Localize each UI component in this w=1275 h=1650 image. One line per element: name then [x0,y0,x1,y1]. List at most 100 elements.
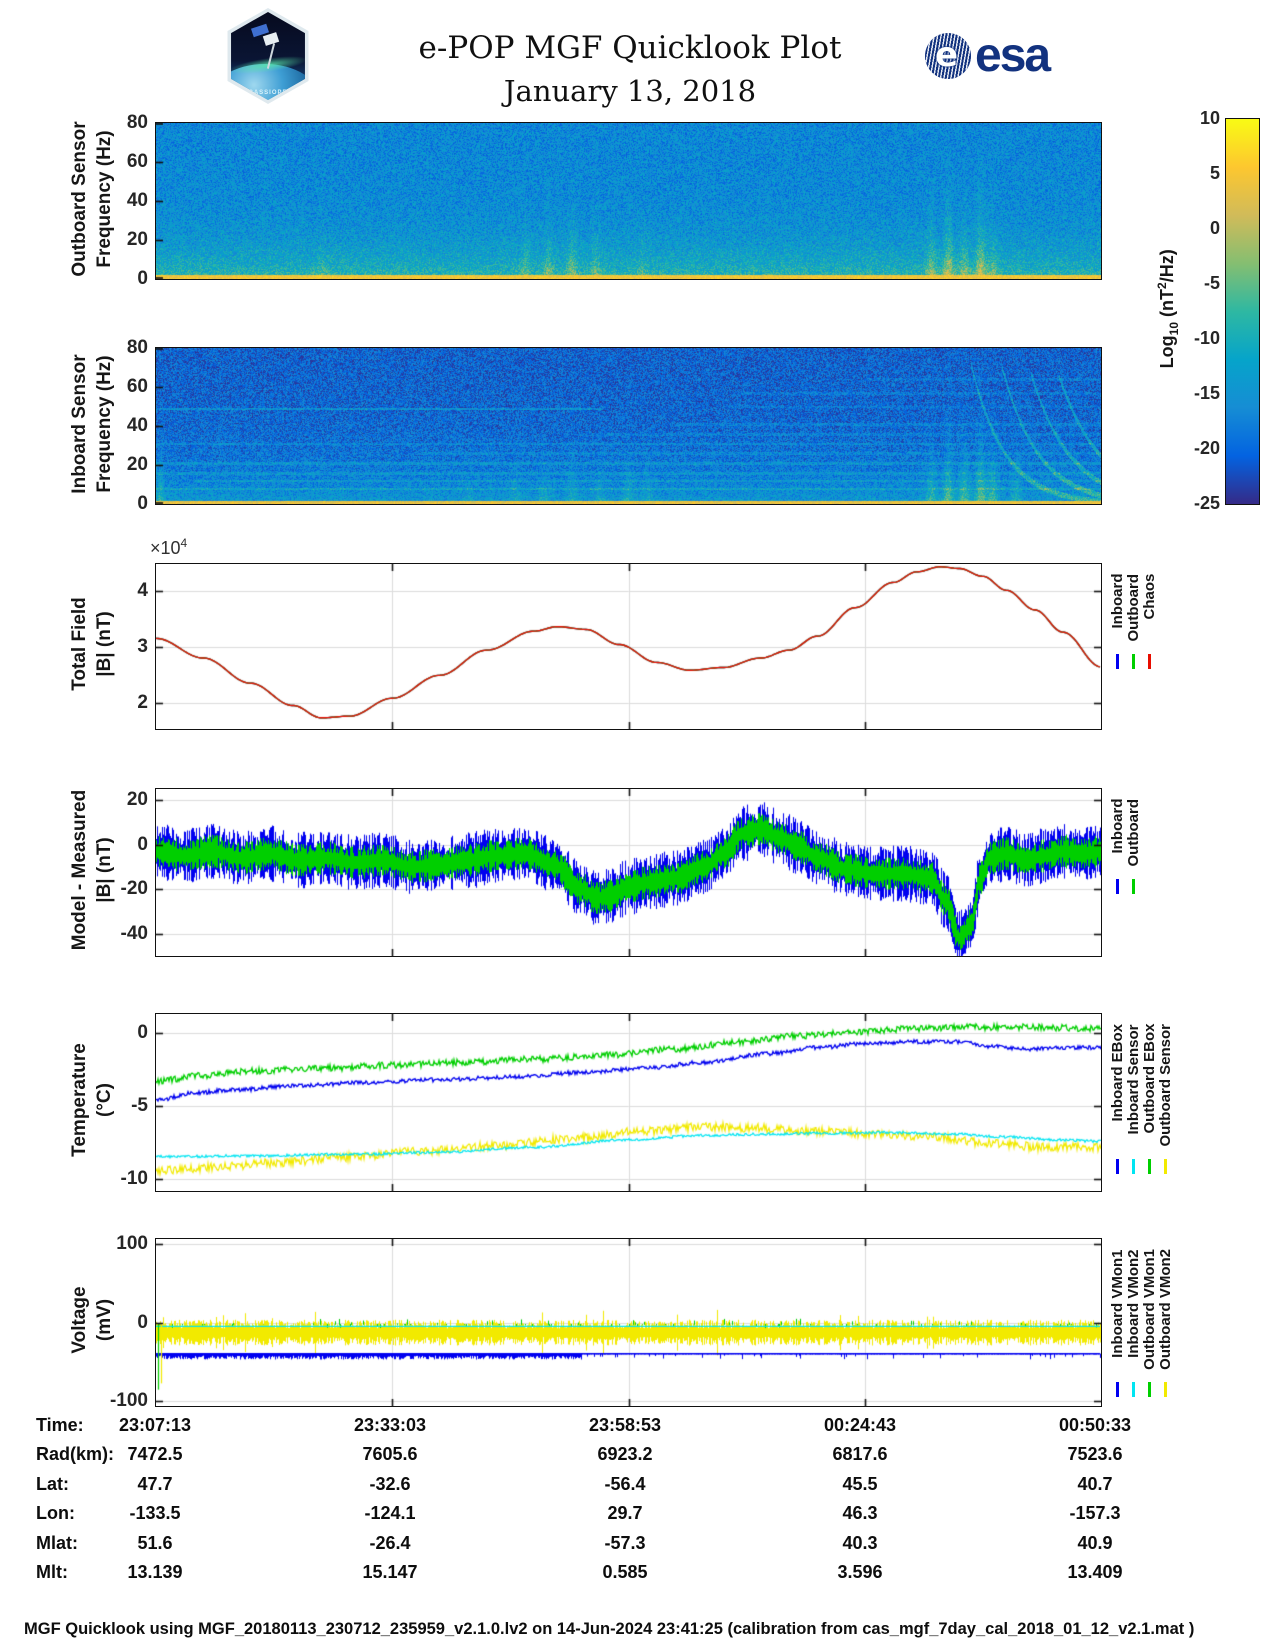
spectrogram-colorbar [1225,118,1260,505]
ephemeris-value: 13.409 [1067,1562,1122,1583]
colorbar-label: Log10 (nT2/Hz) [1155,159,1181,459]
legend-label: Chaos [1141,574,1157,642]
ephemeris-value: 7605.6 [362,1444,417,1465]
patch-label: CASSIOPE [226,90,310,96]
ephemeris-value: 23:33:03 [354,1415,426,1436]
mgf-quicklook-figure: CASSIOPE e-POP MGF Quicklook Plot Januar… [0,0,1275,1650]
ephemeris-row: Mlat: 51.6 -26.4 -57.3 40.3 40.9 [0,1533,1275,1562]
legend-swatch [1116,1159,1119,1174]
ephemeris-value: 6817.6 [832,1444,887,1465]
esa-globe-icon: e [925,33,971,79]
ephemeris-value: 40.7 [1077,1474,1112,1495]
panel-legend: Inboard Outboard [1109,799,1141,894]
ephemeris-value: 23:07:13 [119,1415,191,1436]
legend-label: Outboard VMon2 [1157,1249,1173,1370]
legend-label: Outboard [1125,799,1141,867]
ephemeris-value: 45.5 [842,1474,877,1495]
ephemeris-value: -133.5 [129,1503,180,1524]
total-field-panel: 2 3 4 Inboard Outboard Chaos [155,563,1102,730]
footer-provenance-text: MGF Quicklook using MGF_20180113_230712_… [24,1620,1194,1639]
colorbar-tick-label: 0 [1180,218,1220,238]
ephemeris-value: 23:58:53 [589,1415,661,1436]
legend-label: Inboard Sensor [1125,1024,1141,1147]
model-minus-measured-panel: -40 -20 0 20 Inboard Outboard [155,788,1102,957]
ephemeris-value: -57.3 [604,1533,645,1554]
ephemeris-row: Mlt: 13.139 15.147 0.585 3.596 13.409 [0,1562,1275,1591]
colorbar-tick-label: -10 [1180,328,1220,348]
ephemeris-row: Rad(km): 7472.5 7605.6 6923.2 6817.6 7523.6 [0,1444,1275,1473]
ephemeris-value: 7472.5 [127,1444,182,1465]
legend-swatch [1164,1159,1167,1174]
ephemeris-value: 40.9 [1077,1533,1112,1554]
ephemeris-row-label: Mlat: [36,1533,78,1554]
legend-label: Outboard [1125,574,1141,642]
ephemeris-value: 29.7 [607,1503,642,1524]
colorbar-tick-label: 10 [1180,108,1220,128]
page-title: e-POP MGF Quicklook Plot [300,30,960,66]
ephemeris-row-label: Time: [36,1415,84,1436]
panel-legend: Inboard EBox Inboard Sensor Outboard EBox O… [1109,1024,1173,1174]
model-minus-measured-canvas [156,789,1101,956]
ephemeris-value: 15.147 [362,1562,417,1583]
colorbar-tick-label: -15 [1180,383,1220,403]
ephemeris-value: 46.3 [842,1503,877,1524]
esa-wordmark: esa [975,28,1049,83]
patch-background: CASSIOPE [226,12,310,100]
plot-date: January 13, 2018 [300,74,960,108]
colorbar-tick-label: -25 [1180,493,1220,513]
voltage-canvas [156,1239,1101,1406]
colorbar-tick-label: -5 [1180,273,1220,293]
ephemeris-value: -56.4 [604,1474,645,1495]
legend-swatch [1148,1382,1151,1397]
legend-swatch [1132,1159,1135,1174]
ephemeris-row-label: Lat: [36,1474,69,1495]
ephemeris-value: 6923.2 [597,1444,652,1465]
colorbar-tick-label: 5 [1180,163,1220,183]
legend-swatch [1132,1382,1135,1397]
ephemeris-value: -157.3 [1069,1503,1120,1524]
ephemeris-value: 7523.6 [1067,1444,1122,1465]
ephemeris-value: 40.3 [842,1533,877,1554]
ephemeris-row: Lon: -133.5 -124.1 29.7 46.3 -157.3 [0,1503,1275,1532]
ephemeris-value: 00:24:43 [824,1415,896,1436]
inboard-spectrogram-canvas [156,348,1101,504]
total-field-axis-exponent: ×104 [150,536,187,559]
inboard-spectrogram-panel: 0 20 40 60 80 [155,347,1102,505]
legend-swatch [1148,1159,1151,1174]
panel-legend: Inboard VMon1 Inboard VMon2 Outboard VMon1… [1109,1249,1173,1397]
ephemeris-value: -32.6 [369,1474,410,1495]
outboard-spectrogram-panel: 0 20 40 60 80 [155,122,1102,280]
legend-label: Outboard VMon1 [1141,1249,1157,1370]
ephemeris-row-label: Rad(km): [36,1444,114,1465]
legend-swatch [1148,654,1151,669]
ephemeris-value: 51.6 [137,1533,172,1554]
legend-swatch [1164,1382,1167,1397]
total-field-canvas [156,564,1101,729]
legend-swatch [1116,654,1119,669]
satellite-body [263,32,279,46]
esa-globe-e: e [935,35,958,75]
ephemeris-row: Lat: 47.7 -32.6 -56.4 45.5 40.7 [0,1474,1275,1503]
legend-swatch [1116,1382,1119,1397]
legend-label: Outboard EBox [1141,1024,1157,1147]
title-block: e-POP MGF Quicklook Plot January 13, 201… [300,30,960,108]
ephemeris-value: 47.7 [137,1474,172,1495]
legend-label: Inboard EBox [1109,1024,1125,1147]
legend-swatch [1132,654,1135,669]
legend-label: Inboard [1109,574,1125,642]
ephemeris-value: 3.596 [837,1562,882,1583]
legend-swatch [1132,879,1135,894]
legend-label: Inboard VMon2 [1125,1249,1141,1370]
ephemeris-value: 13.139 [127,1562,182,1583]
ephemeris-value: -26.4 [369,1533,410,1554]
legend-label: Inboard VMon1 [1109,1249,1125,1370]
esa-logo: e esa [925,28,1049,83]
legend-label: Inboard [1109,799,1125,867]
ephemeris-value: 00:50:33 [1059,1415,1131,1436]
legend-swatch [1116,879,1119,894]
temperature-canvas [156,1014,1101,1191]
colorbar-tick-label: -20 [1180,438,1220,458]
temperature-panel: -10 -5 0 Inboard EBox Inboard Sensor Outboard… [155,1013,1102,1192]
ephemeris-value: -124.1 [364,1503,415,1524]
ephemeris-row-label: Mlt: [36,1562,68,1583]
